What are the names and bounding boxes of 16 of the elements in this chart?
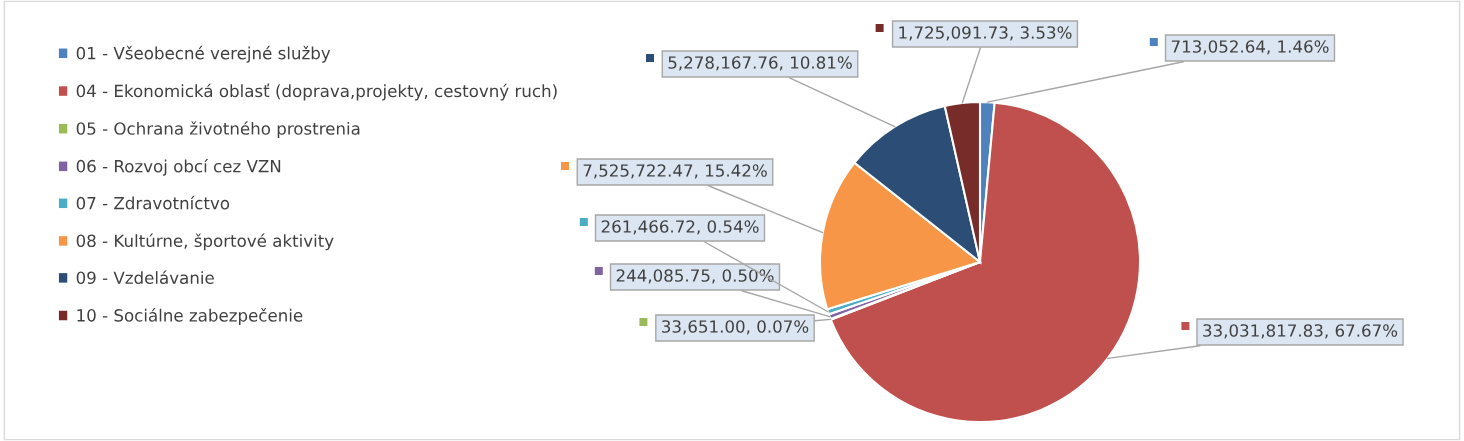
legend-label: 06 - Rozvoj obcí cez VZN [76,158,281,176]
legend-label: 07 - Zdravotníctvo [76,195,230,210]
data-label: 5,278,167.76, 10.81% [668,56,852,71]
legend-label: 10 - Sociálne zabezpečenie [77,308,303,325]
data-label: 244,085.75, 0.50% [616,269,774,284]
legend-label: 04 - Ekonomická oblasť (doprava,projekty, cestovný ruch) [76,83,557,101]
data-label: 713,052.64, 1.46% [1171,40,1329,55]
legend-label: 09 - Vzdelávanie [76,270,214,285]
legend-label: 01 - Všeobecné verejné služby [76,45,331,63]
legend-label: 05 - Ochrana životného prostrenia [76,121,360,139]
data-label: 1,725,091.73, 3.53% [899,26,1072,41]
data-label: 261,466.72, 0.54% [601,220,759,235]
data-label: 7,525,722.47, 15.42% [583,164,767,179]
data-label: 33,031,817.83, 67.67% [1203,324,1398,339]
legend-label: 08 - Kultúrne, športové aktivity [76,233,334,251]
data-label: 33,651.00, 0.07% [662,320,809,335]
